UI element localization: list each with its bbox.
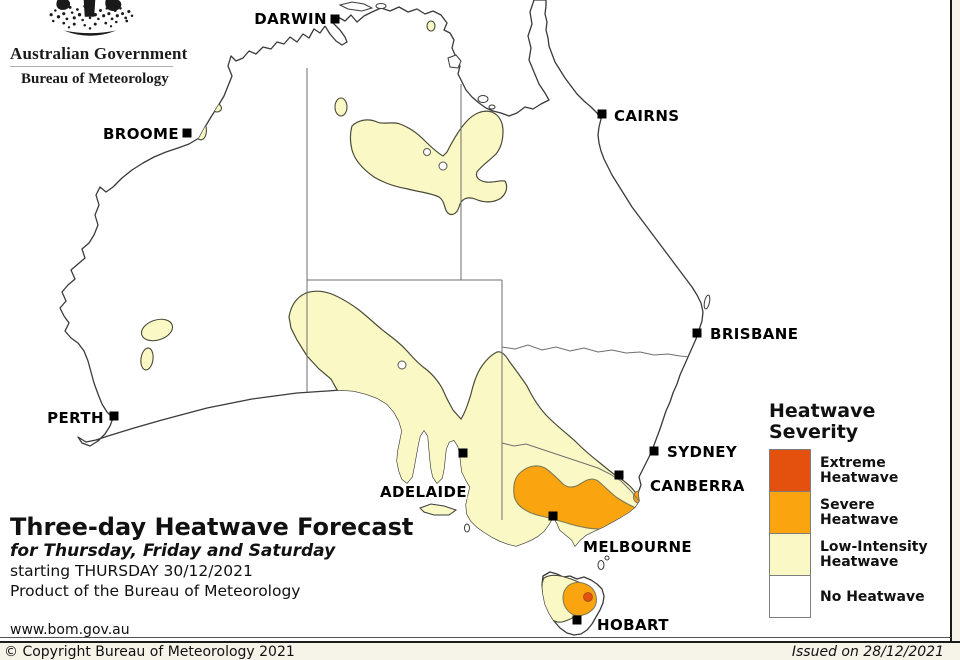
legend-label-line: No Heatwave: [820, 588, 925, 605]
legend-row-severe: Severe Heatwave: [769, 491, 955, 534]
bureau-title: Bureau of Meteorology: [21, 71, 169, 87]
page-title: Three-day Heatwave Forecast: [10, 513, 414, 541]
legend-label-line: Severe: [820, 497, 875, 513]
coat-of-arms-icon: [49, 0, 134, 36]
city-label-perth: PERTH: [47, 409, 104, 427]
page-subtitle: for Thursday, Friday and Saturday: [10, 541, 336, 561]
city-square-sydney: [649, 446, 659, 456]
legend-label-line: Low-Intensity: [820, 539, 928, 555]
kangaroo-island: [419, 503, 458, 516]
legend: Heatwave Severity Extreme Heatwave Sever…: [769, 401, 955, 618]
right-margin-strip: [952, 0, 960, 641]
legend-swatch-extreme: [769, 449, 811, 492]
footer-divider-thin: [0, 637, 951, 638]
heatwave-spot-wa-coast: [60, 240, 72, 282]
legend-label-line: Heatwave: [820, 512, 899, 528]
legend-swatch-low: [769, 533, 811, 576]
city-square-darwin: [330, 14, 340, 24]
legend-row-extreme: Extreme Heatwave: [769, 449, 955, 492]
issued-date: Issued on 28/12/2021: [791, 644, 944, 660]
logo-divider: [10, 66, 173, 67]
product-line: Product of the Bureau of Meteorology: [10, 582, 301, 600]
legend-label-extreme: Extreme Heatwave: [820, 456, 898, 486]
website-url: www.bom.gov.au: [10, 622, 130, 638]
no-heatwave-hole: [397, 360, 407, 370]
city-label-broome: BROOME: [103, 125, 179, 143]
legend-label-line: Extreme: [820, 455, 886, 471]
heatwave-spot-wa-inland-1: [140, 318, 174, 342]
legend-label-line: Heatwave: [820, 554, 899, 570]
australia-mainland: [59, 0, 704, 547]
legend-title: Heatwave Severity: [769, 401, 955, 443]
no-heatwave-hole: [438, 161, 448, 171]
gov-title: Australian Government: [10, 44, 188, 63]
city-label-adelaide: ADELAIDE: [380, 483, 467, 501]
city-square-cairns: [597, 109, 607, 119]
legend-label-severe: Severe Heatwave: [820, 498, 898, 528]
heatwave-spot-broome-small: [211, 103, 223, 113]
city-label-sydney: SYDNEY: [667, 443, 738, 461]
islands: [338, 1, 711, 570]
heatwave-spot-nt: [334, 97, 348, 117]
heatwave-area-low-north: [349, 110, 508, 216]
legend-swatch-severe: [769, 491, 811, 534]
city-markers: [109, 14, 702, 625]
city-square-canberra: [614, 470, 624, 480]
city-label-darwin: DARWIN: [254, 10, 327, 28]
city-square-brisbane: [692, 328, 702, 338]
city-label-hobart: HOBART: [597, 616, 669, 634]
legend-label-low: Low-Intensity Heatwave: [820, 540, 928, 570]
legend-row-low: Low-Intensity Heatwave: [769, 533, 955, 576]
title-block: Three-day Heatwave Forecast for Thursday…: [10, 514, 413, 601]
legend-title-line2: Severity: [769, 421, 859, 443]
legend-rows: Extreme Heatwave Severe Heatwave Low-Int…: [769, 449, 955, 618]
heatwave-area-severe-tas: [562, 581, 597, 617]
city-label-canberra: CANBERRA: [650, 477, 745, 495]
city-square-hobart: [572, 615, 582, 625]
legend-title-line1: Heatwave: [769, 400, 876, 422]
city-square-perth: [109, 411, 119, 421]
legend-label-none: No Heatwave: [820, 588, 925, 605]
city-square-broome: [182, 128, 192, 138]
heatwave-spot-wa-inland-2: [140, 347, 154, 371]
copyright-text: © Copyright Bureau of Meteorology 2021: [4, 644, 295, 660]
map-frame-right: [950, 0, 952, 641]
no-heatwave-hole: [423, 148, 431, 156]
australia-map: DARWIN BROOME CAIRNS PERTH BRISBANE ADEL…: [45, 0, 800, 636]
city-labels: DARWIN BROOME CAIRNS PERTH BRISBANE ADEL…: [45, 8, 799, 636]
legend-swatch-none: [769, 575, 811, 618]
city-label-cairns: CAIRNS: [614, 107, 680, 125]
starting-date: starting THURSDAY 30/12/2021: [10, 562, 253, 580]
footer-bar: [0, 643, 960, 660]
legend-label-line: Heatwave: [820, 470, 899, 486]
city-label-melbourne: MELBOURNE: [583, 538, 692, 556]
heatwave-area-extreme-tas: [583, 592, 593, 602]
legend-row-none: No Heatwave: [769, 575, 955, 618]
city-label-brisbane: BRISBANE: [710, 325, 798, 343]
state-borders: [306, 68, 691, 520]
city-square-melbourne: [548, 511, 558, 521]
heatwave-spot-arnhem-coast: [426, 20, 436, 32]
city-square-adelaide: [458, 448, 468, 458]
map-frame-bottom: [0, 641, 960, 643]
